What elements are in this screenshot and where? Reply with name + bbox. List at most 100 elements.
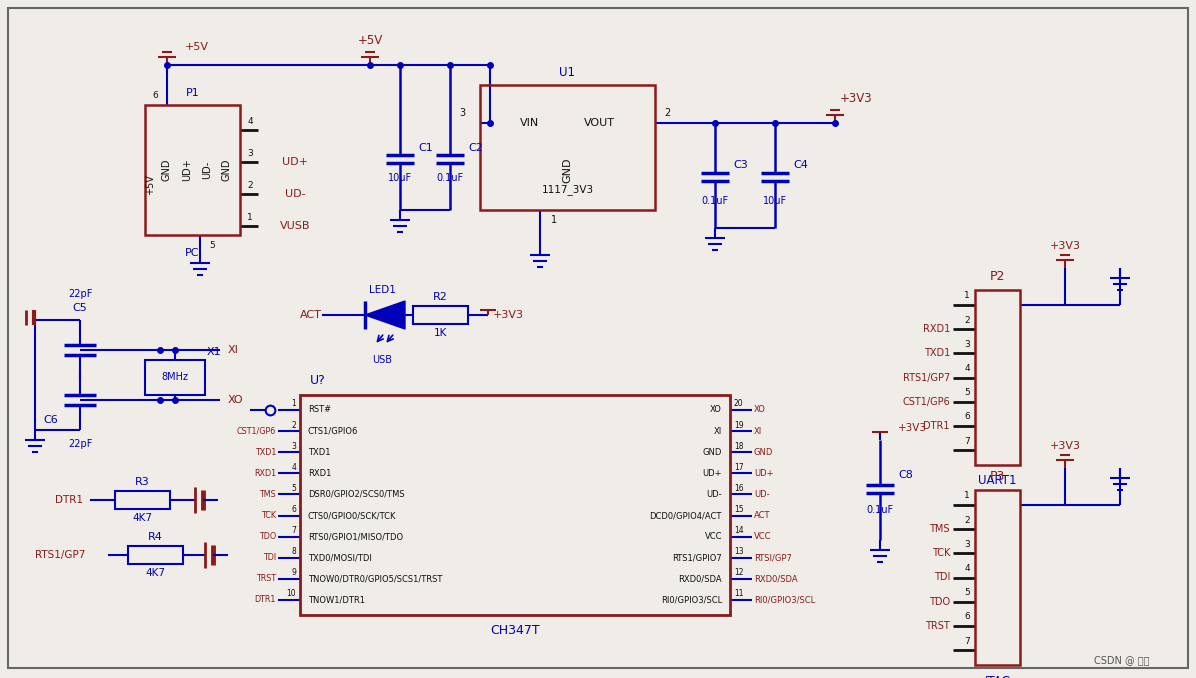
Text: 4K7: 4K7 [132,513,152,523]
Text: X1: X1 [207,347,221,357]
Text: 22pF: 22pF [68,439,92,449]
Text: UD-: UD- [202,161,212,179]
Text: 8MHz: 8MHz [161,372,189,382]
Text: 1117_3V3: 1117_3V3 [542,184,593,195]
Text: 3: 3 [964,540,970,549]
Text: 18: 18 [734,442,744,451]
Bar [975,290,1020,465]
Bar [115,491,170,509]
Text: 3: 3 [459,108,465,118]
Text: RXD1: RXD1 [254,468,276,478]
Bar [480,85,655,210]
Text: 11: 11 [734,589,744,599]
Text: UD-: UD- [707,490,722,499]
Text: C3: C3 [733,160,748,170]
Text: 1K: 1K [434,328,447,338]
Text: 5: 5 [964,388,970,397]
Text: 12: 12 [734,568,744,578]
Text: R2: R2 [433,292,448,302]
Text: TCK: TCK [932,549,950,559]
Text: RTS0/GPIO1/MISO/TDO: RTS0/GPIO1/MISO/TDO [309,532,403,541]
Text: 1: 1 [292,399,295,409]
Bar [300,395,730,615]
Text: 4: 4 [291,463,295,472]
Text: 6: 6 [152,90,158,100]
Text: ACT: ACT [753,511,770,520]
Text: XI: XI [753,426,762,435]
Text: RTS1/GP7: RTS1/GP7 [903,372,950,382]
Text: VUSB: VUSB [280,221,310,231]
Text: TXD1: TXD1 [923,348,950,359]
Text: VOUT: VOUT [584,118,615,128]
Text: +3V3: +3V3 [1050,441,1080,451]
Text: 13: 13 [734,547,744,556]
Text: 4: 4 [964,364,970,373]
Text: 0.1uF: 0.1uF [701,196,728,206]
Text: DCD0/GPIO4/ACT: DCD0/GPIO4/ACT [649,511,722,520]
Text: UD+: UD+ [702,468,722,478]
Text: TRST: TRST [926,621,950,631]
Text: GND: GND [562,157,573,183]
Bar [145,105,240,235]
Text: 2: 2 [964,516,970,525]
Text: ACT: ACT [300,310,322,320]
Text: 1: 1 [551,215,557,225]
Text: 1: 1 [248,214,252,222]
Text: 1: 1 [964,492,970,500]
Text: 8: 8 [292,547,295,556]
Text: LED1: LED1 [370,285,396,295]
Text: +3V3: +3V3 [840,92,873,106]
Text: GND: GND [222,159,232,181]
Text: 22pF: 22pF [68,289,92,299]
Text: UD+: UD+ [753,468,774,478]
Text: RXD0/SDA: RXD0/SDA [678,574,722,583]
Text: 10uF: 10uF [763,196,787,206]
Text: UD+: UD+ [282,157,309,167]
Text: TDI: TDI [263,553,276,562]
Text: DTR1: DTR1 [55,495,83,505]
Text: C6: C6 [43,415,57,425]
Text: U1: U1 [560,66,575,79]
Text: 9: 9 [291,568,295,578]
Text: XI: XI [714,426,722,435]
Text: 7: 7 [964,637,970,645]
Text: CTS1/GPIO6: CTS1/GPIO6 [309,426,359,435]
Text: 10: 10 [286,589,295,599]
Text: 15: 15 [734,505,744,514]
Text: R3: R3 [135,477,150,487]
Text: 4K7: 4K7 [145,568,165,578]
Text: 6: 6 [964,612,970,621]
Text: TDO: TDO [258,532,276,541]
Text: TDO: TDO [929,597,950,607]
Text: RXD0/SDA: RXD0/SDA [753,574,798,583]
Text: XO: XO [710,405,722,414]
Text: R4: R4 [147,532,163,542]
Text: 5: 5 [209,241,215,250]
Text: +3V3: +3V3 [493,310,524,320]
Text: +5V: +5V [185,42,209,52]
Text: 1: 1 [964,292,970,300]
Text: P1: P1 [185,88,200,98]
Text: 6: 6 [291,505,295,514]
Text: TDI: TDI [934,572,950,582]
Bar [145,360,205,395]
Text: RXD1: RXD1 [309,468,331,478]
Text: 17: 17 [734,463,744,472]
Text: C4: C4 [793,160,807,170]
Bar [128,546,183,564]
Text: PC: PC [185,248,200,258]
Text: 3: 3 [964,340,970,349]
Text: 10uF: 10uF [388,173,413,183]
Text: +3V3: +3V3 [898,423,927,433]
Text: CST1/GP6: CST1/GP6 [902,397,950,407]
Text: TRST: TRST [256,574,276,583]
Text: RTSI/GP7: RTSI/GP7 [753,553,792,562]
Text: 5: 5 [291,484,295,493]
Text: RI0/GPIO3/SCL: RI0/GPIO3/SCL [753,595,816,605]
Bar [413,306,468,324]
Polygon shape [365,301,405,329]
Text: UD-: UD- [753,490,769,499]
Text: +3V3: +3V3 [1050,241,1080,251]
Text: 20: 20 [734,399,744,409]
Text: UD+: UD+ [182,159,193,182]
